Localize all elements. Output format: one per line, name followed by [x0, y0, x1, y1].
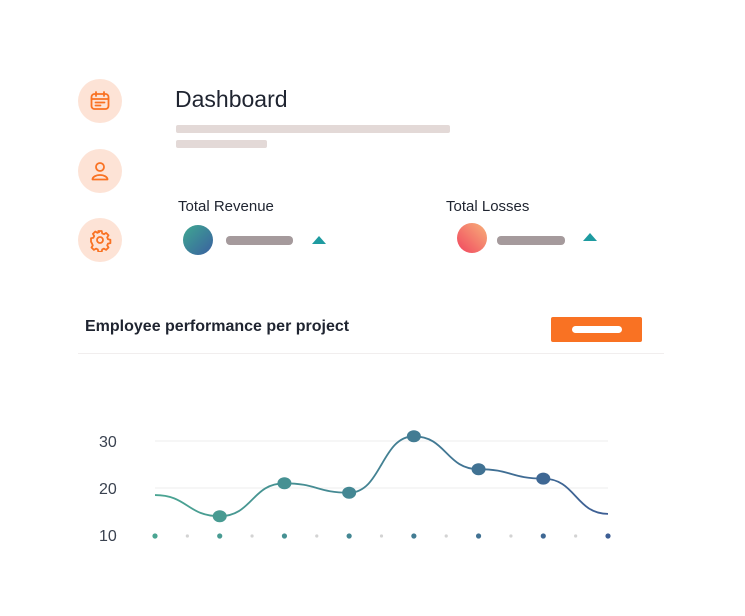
- sidebar-item-user[interactable]: [78, 149, 122, 193]
- chart-button-label-placeholder: [572, 326, 622, 333]
- sidebar-item-calendar[interactable]: [78, 79, 122, 123]
- revenue-label: Total Revenue: [178, 198, 274, 215]
- losses-trend-up-icon: [583, 233, 597, 241]
- losses-value-placeholder: [497, 236, 565, 245]
- x-axis-tick-dot: [315, 534, 319, 538]
- revenue-value-placeholder: [226, 236, 293, 245]
- revenue-indicator-dot: [183, 225, 213, 255]
- losses-indicator-dot: [457, 223, 487, 253]
- data-point[interactable]: [406, 430, 421, 443]
- x-axis-tick-dot: [605, 533, 611, 539]
- x-axis-tick-dot: [379, 534, 384, 538]
- subtitle-placeholder-line-short: [176, 140, 267, 148]
- y-tick-label: 10: [99, 528, 117, 545]
- data-point[interactable]: [277, 477, 292, 490]
- revenue-trend-up-icon: [312, 236, 326, 244]
- x-axis-tick-dot: [475, 533, 482, 539]
- x-axis-tick-dot: [509, 534, 513, 538]
- chart-divider: [78, 353, 664, 354]
- y-tick-label: 30: [99, 434, 117, 451]
- page-title: Dashboard: [175, 86, 288, 112]
- x-axis-tick-dot: [346, 533, 352, 539]
- x-axis-tick-dot: [250, 534, 254, 538]
- subtitle-placeholder-line: [176, 125, 450, 133]
- data-point[interactable]: [536, 472, 551, 485]
- x-axis-tick-dot: [281, 533, 288, 539]
- x-axis-tick-dot: [411, 533, 417, 539]
- data-point[interactable]: [212, 510, 227, 523]
- user-icon: [91, 162, 109, 181]
- chart-title: Employee performance per project: [85, 318, 350, 335]
- gear-icon: [90, 230, 112, 252]
- x-axis-tick-dot: [444, 534, 448, 538]
- calendar-icon: [90, 91, 110, 110]
- sidebar-item-settings[interactable]: [78, 218, 122, 262]
- x-axis-tick-dot: [540, 533, 546, 539]
- chart-action-button[interactable]: [551, 317, 642, 342]
- data-point[interactable]: [342, 486, 357, 499]
- series-line: [154, 435, 609, 518]
- data-point[interactable]: [471, 463, 486, 476]
- x-axis-tick-dot: [574, 534, 578, 538]
- x-axis-tick-dot: [152, 533, 158, 539]
- x-axis-tick-dot: [217, 533, 223, 539]
- y-tick-label: 20: [99, 481, 117, 498]
- x-axis-tick-dot: [185, 534, 189, 538]
- losses-label: Total Losses: [446, 198, 530, 215]
